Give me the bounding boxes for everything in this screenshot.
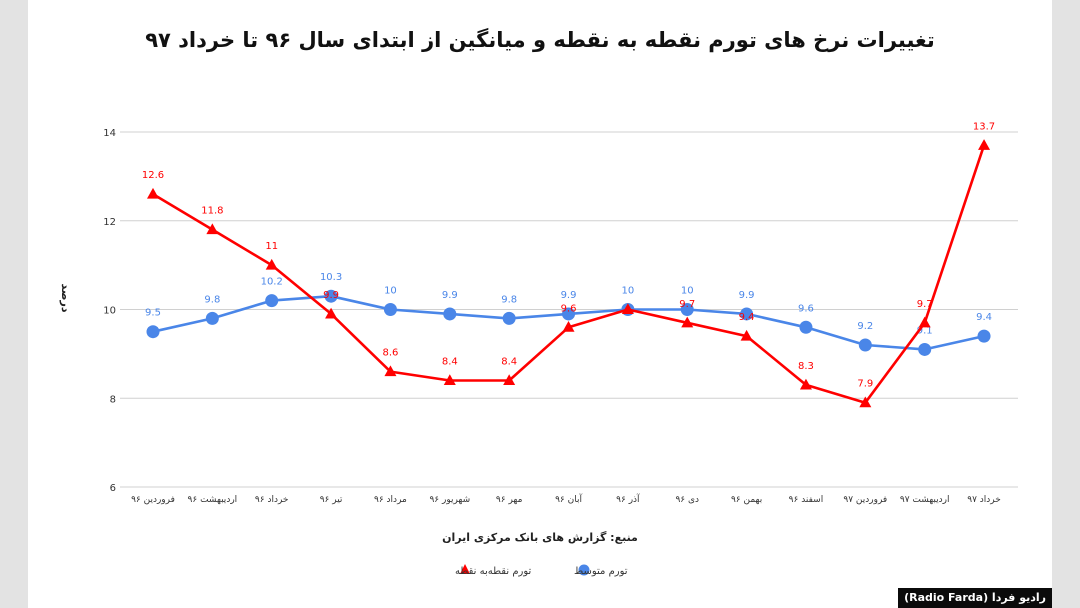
data-label: 8.6 — [382, 348, 398, 359]
data-label: 9.1 — [917, 325, 933, 336]
data-point-triangle — [206, 223, 219, 235]
legend-marker-average — [578, 564, 590, 576]
data-label: 7.9 — [857, 379, 873, 390]
data-point-triangle — [740, 329, 753, 341]
x-tick-label: خرداد ۹۶ — [255, 495, 289, 505]
legend-marker-point-to-point — [460, 564, 470, 574]
data-point-circle — [680, 303, 694, 316]
series-line-point-to-point — [152, 144, 986, 405]
radio-farda-credit: رادیو فردا (Radio Farda) — [898, 588, 1052, 608]
data-point-triangle — [918, 316, 931, 328]
data-label: 8.4 — [501, 357, 517, 368]
data-label: 9.9 — [561, 290, 577, 301]
chart-card: تغییرات نرخ های تورم نقطه به نقطه و میان… — [28, 0, 1052, 608]
legend-label-average: تورم متوسط — [574, 566, 628, 577]
data-point-triangle — [978, 139, 991, 150]
data-point-triangle — [503, 374, 516, 385]
data-label: 10 — [622, 286, 635, 297]
y-tick-label: 8 — [110, 394, 116, 405]
data-label: 9.9 — [323, 290, 339, 301]
data-label: 10 — [384, 286, 397, 297]
data-label: 10.3 — [320, 272, 342, 283]
x-tick-label: مهر ۹۶ — [496, 495, 523, 505]
data-label: 10 — [681, 286, 694, 297]
y-tick-label: 14 — [103, 128, 116, 139]
data-label: 12.6 — [142, 170, 164, 181]
x-tick-label: مرداد ۹۶ — [374, 495, 407, 505]
data-point-triangle — [147, 187, 159, 199]
data-label: 9.4 — [739, 312, 755, 323]
chart-title: تغییرات نرخ های تورم نقطه به نقطه و میان… — [145, 28, 935, 52]
data-point-circle — [502, 311, 516, 325]
data-point-triangle — [384, 365, 397, 377]
x-tick-label: خرداد ۹۷ — [967, 495, 1001, 505]
x-tick-label: شهریور ۹۶ — [429, 495, 470, 505]
data-label: 9.9 — [739, 290, 755, 301]
data-label: 9.6 — [561, 303, 577, 314]
data-label: 9.7 — [917, 299, 933, 310]
data-label: 11.8 — [201, 206, 223, 217]
data-point-circle — [562, 307, 576, 321]
data-label: 9.7 — [679, 299, 695, 310]
data-point-triangle — [621, 303, 634, 314]
data-point-circle — [977, 329, 991, 343]
data-point-triangle — [562, 321, 575, 332]
data-point-triangle — [265, 258, 278, 270]
data-label: 9.5 — [145, 308, 161, 319]
data-label: 11 — [265, 241, 278, 252]
data-point-circle — [146, 325, 160, 339]
x-tick-label: آبان ۹۶ — [555, 493, 582, 505]
data-point-triangle — [325, 307, 338, 319]
y-tick-label: 10 — [103, 306, 116, 317]
data-point-circle — [443, 307, 457, 321]
data-point-circle — [324, 289, 338, 303]
data-label: 8.3 — [798, 361, 814, 372]
line-chart: 6 8 10 12 14 درصد فروردین ۹۶ اردیبهشت ۹۶ خرداد ۹… — [59, 121, 1018, 577]
x-tick-label: فروردین ۹۷ — [843, 495, 887, 505]
data-point-circle — [918, 342, 932, 356]
data-point-circle — [799, 320, 813, 334]
data-label: 9.8 — [501, 294, 517, 305]
x-tick-label: بهمن ۹۶ — [731, 495, 762, 505]
y-axis-label: درصد — [59, 284, 72, 313]
data-point-circle — [740, 307, 754, 321]
x-tick-label: اردیبهشت ۹۶ — [188, 495, 238, 505]
data-label: 9.8 — [204, 294, 220, 305]
data-point-circle — [205, 311, 219, 325]
data-label: 10.2 — [261, 277, 283, 288]
y-tick-label: 6 — [110, 483, 116, 494]
x-tick-label: اردیبهشت ۹۷ — [900, 495, 950, 505]
data-label: 8.4 — [442, 357, 458, 368]
data-point-circle — [383, 303, 397, 316]
data-point-triangle — [799, 378, 812, 390]
x-tick-label: اسفند ۹۶ — [789, 495, 824, 505]
data-point-circle — [265, 294, 279, 308]
data-point-triangle — [443, 374, 456, 385]
data-label: 9.2 — [857, 321, 873, 332]
x-tick-label: آذر ۹۶ — [616, 493, 640, 505]
x-tick-label: تیر ۹۶ — [320, 495, 343, 505]
x-tick-label: دی ۹۶ — [675, 495, 699, 505]
data-point-triangle — [681, 316, 694, 328]
legend-label-point-to-point: تورم نقطه‌به نقطه — [455, 566, 532, 577]
y-tick-label: 12 — [103, 217, 116, 228]
data-label: 13.7 — [973, 121, 995, 132]
data-label: 9.9 — [442, 290, 458, 301]
data-label: 9.4 — [976, 312, 992, 323]
data-point-triangle — [859, 396, 872, 408]
data-label: 9.6 — [798, 303, 814, 314]
source-note: منبع: گزارش های بانک مرکزی ایران — [442, 531, 638, 544]
data-point-circle — [858, 338, 872, 352]
x-tick-label: فروردین ۹۶ — [131, 495, 175, 505]
